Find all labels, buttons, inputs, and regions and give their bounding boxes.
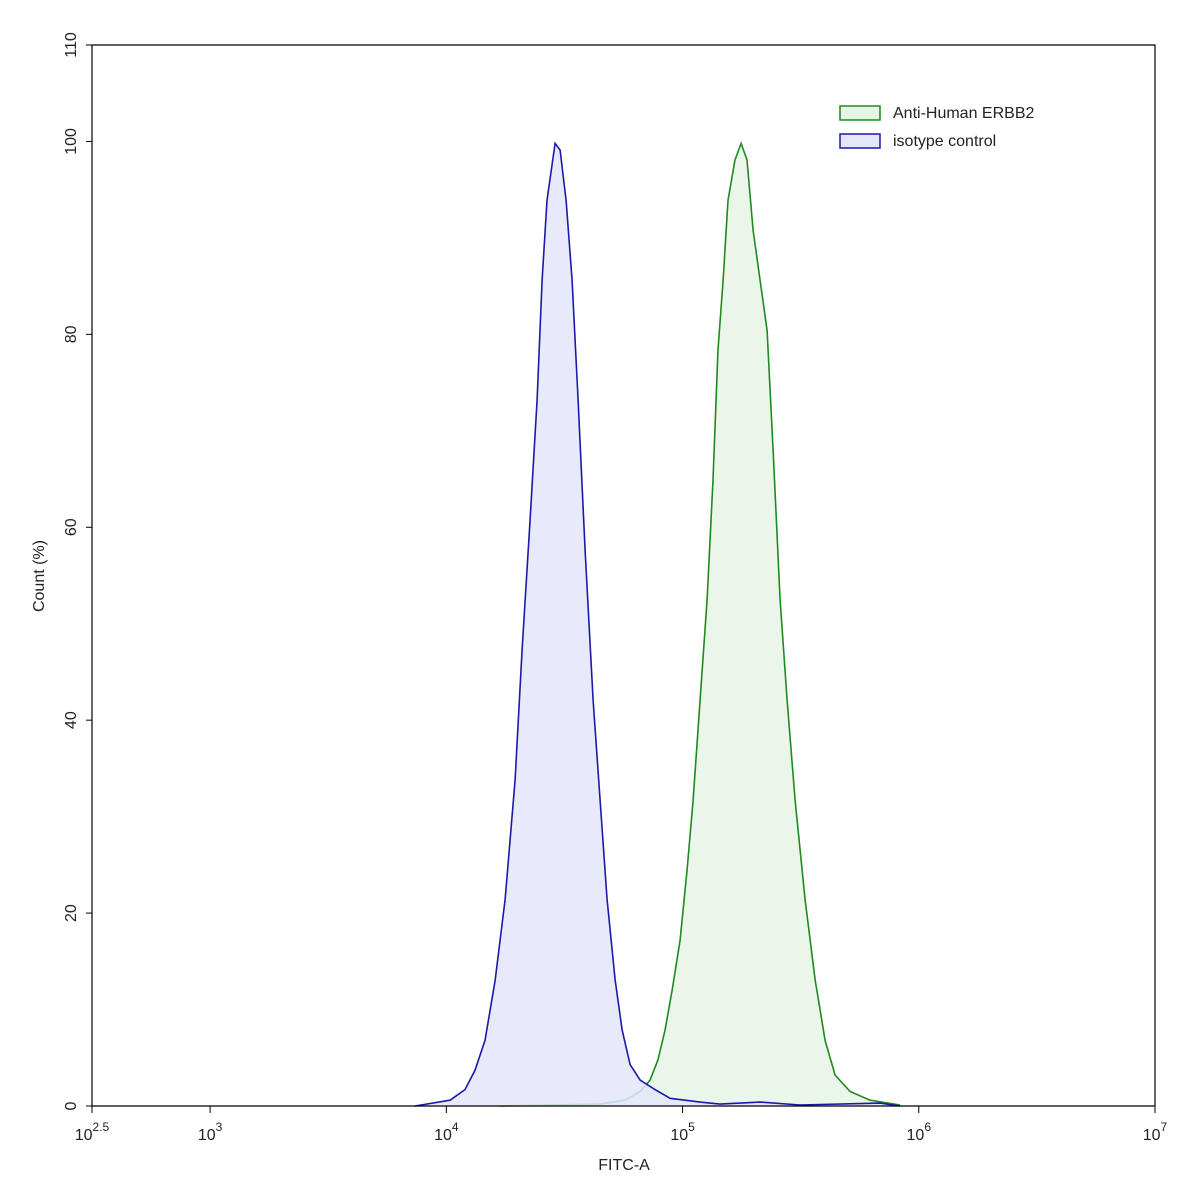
tick-exponent: 3 bbox=[216, 1120, 223, 1134]
x-tick-label: 107 bbox=[1143, 1120, 1168, 1144]
tick-base: 10 bbox=[198, 1127, 216, 1144]
tick-exponent: 4 bbox=[452, 1120, 459, 1134]
y-tick-label: 100 bbox=[63, 128, 80, 155]
legend-label: Anti-Human ERBB2 bbox=[893, 105, 1034, 122]
tick-exponent: 7 bbox=[1161, 1120, 1168, 1134]
x-tick-label: 102.5 bbox=[75, 1120, 110, 1144]
y-tick-label: 110 bbox=[63, 32, 80, 58]
x-tick-label: 103 bbox=[198, 1120, 223, 1144]
y-tick-label: 60 bbox=[63, 518, 80, 536]
legend-label: isotype control bbox=[893, 133, 996, 150]
x-axis-label: FITC-A bbox=[598, 1157, 650, 1174]
plot-frame bbox=[91, 44, 1156, 1107]
x-tick-label: 106 bbox=[907, 1120, 932, 1144]
legend-swatch bbox=[839, 105, 881, 121]
tick-exponent: 2.5 bbox=[93, 1120, 110, 1134]
legend-swatch bbox=[839, 133, 881, 149]
y-tick-label: 0 bbox=[63, 1101, 80, 1110]
tick-base: 10 bbox=[670, 1127, 688, 1144]
tick-base: 10 bbox=[75, 1127, 93, 1144]
x-tick-label: 104 bbox=[434, 1120, 459, 1144]
tick-exponent: 5 bbox=[688, 1120, 695, 1134]
tick-exponent: 6 bbox=[924, 1120, 931, 1134]
tick-base: 10 bbox=[907, 1127, 925, 1144]
y-tick-label: 40 bbox=[63, 711, 80, 729]
tick-base: 10 bbox=[434, 1127, 452, 1144]
y-tick-label: 20 bbox=[63, 904, 80, 922]
y-axis-label: Count (%) bbox=[31, 540, 48, 612]
y-tick-label: 80 bbox=[63, 325, 80, 343]
histogram-curve bbox=[499, 141, 901, 1107]
x-tick-label: 105 bbox=[670, 1120, 695, 1144]
histogram-curve bbox=[414, 141, 901, 1107]
tick-base: 10 bbox=[1143, 1127, 1161, 1144]
